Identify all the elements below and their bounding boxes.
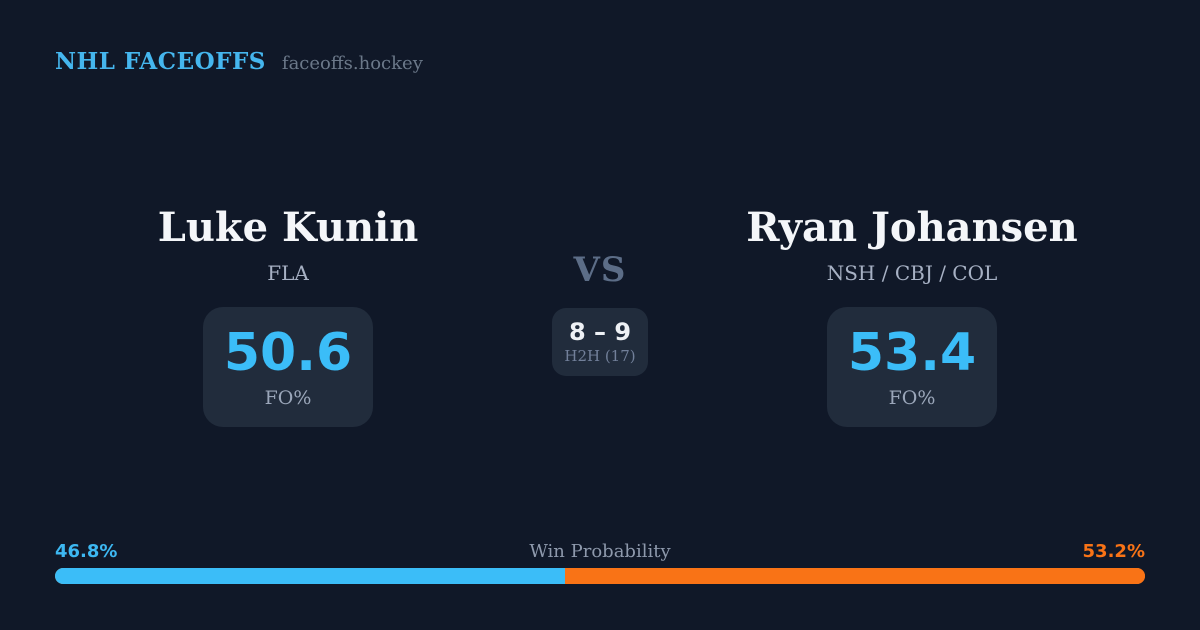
player-left-name: Luke Kunin <box>157 204 419 251</box>
player-right-teams: NSH / CBJ / COL <box>826 261 998 285</box>
player-right-stat-value: 53.4 <box>847 323 977 383</box>
h2h-score: 8 – 9 <box>568 317 632 346</box>
h2h-label: H2H (17) <box>564 347 636 366</box>
player-left-stat-card: 50.6 FO% <box>203 307 373 427</box>
win-probability-title: Win Probability <box>529 541 671 562</box>
player-left-stat-label: FO% <box>264 387 312 409</box>
win-probability-right-pct: 53.2% <box>1082 541 1145 562</box>
brand-logo-text: NHL FACEOFFS <box>55 48 266 75</box>
win-probability-left-pct: 46.8% <box>55 541 118 562</box>
player-left-teams: FLA <box>267 261 309 285</box>
player-right-name: Ryan Johansen <box>746 204 1078 251</box>
player-right-stat-card: 53.4 FO% <box>827 307 997 427</box>
player-right-column: Ryan Johansen NSH / CBJ / COL 53.4 FO% <box>742 205 1082 427</box>
win-probability-labels: 46.8% Win Probability 53.2% <box>55 541 1145 562</box>
win-probability-bar-left-segment <box>55 568 566 584</box>
win-probability-bar <box>55 568 1145 584</box>
win-probability-bar-right-segment <box>565 568 1145 584</box>
header: NHL FACEOFFS faceoffs.hockey <box>55 48 423 75</box>
player-left-column: Luke Kunin FLA 50.6 FO% <box>118 205 458 427</box>
site-url: faceoffs.hockey <box>281 53 423 74</box>
player-left-stat-value: 50.6 <box>223 323 353 383</box>
h2h-card: 8 – 9 H2H (17) <box>552 308 648 376</box>
vs-column: VS 8 – 9 H2H (17) <box>500 250 700 376</box>
vs-label: VS <box>573 250 627 290</box>
player-right-stat-label: FO% <box>888 387 936 409</box>
